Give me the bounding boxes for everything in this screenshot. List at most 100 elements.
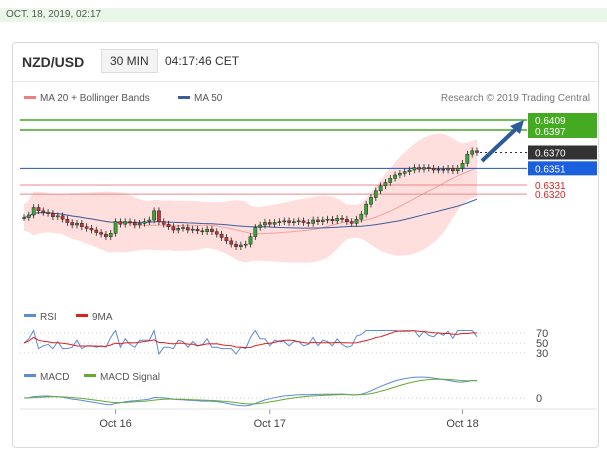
candle xyxy=(128,221,132,223)
candle xyxy=(84,226,89,229)
candle xyxy=(36,207,41,212)
candle xyxy=(142,221,147,224)
candle xyxy=(364,203,369,215)
candle xyxy=(417,167,422,170)
rsi-ma-label: 9MA xyxy=(92,312,113,323)
macd-label: MACD xyxy=(40,372,69,383)
legend-ma50-label: MA 50 xyxy=(194,93,223,104)
candle xyxy=(398,173,402,176)
candle xyxy=(475,150,479,153)
candle xyxy=(200,230,205,233)
candle xyxy=(104,233,108,237)
candle xyxy=(137,223,142,226)
candle xyxy=(470,150,475,155)
candle xyxy=(176,228,181,231)
candle xyxy=(152,210,156,221)
candle xyxy=(51,213,55,217)
candle xyxy=(316,219,320,222)
level-label: 0.6320 xyxy=(535,190,566,201)
candle xyxy=(46,212,50,214)
candle xyxy=(436,168,441,171)
candle xyxy=(446,168,450,171)
level-label: 0.6351 xyxy=(535,164,566,175)
chart-time: 04:17:46 CET xyxy=(165,54,240,68)
level-label: 0.6409 xyxy=(535,116,566,127)
candle xyxy=(282,220,287,223)
macd-signal-line xyxy=(23,378,478,405)
level-tag-0.6409 xyxy=(528,113,597,127)
candle xyxy=(330,218,335,222)
candle xyxy=(383,182,388,187)
candle xyxy=(55,215,60,218)
candle xyxy=(210,228,214,232)
candle xyxy=(31,207,36,216)
candle xyxy=(388,178,393,183)
candle xyxy=(224,237,229,242)
forecast-arrow-head xyxy=(510,120,524,134)
candle xyxy=(451,168,455,172)
candle xyxy=(186,227,190,231)
rsi-ma-line xyxy=(23,330,477,349)
level-label: 0.6370 xyxy=(535,149,566,160)
candle xyxy=(99,232,103,235)
currency-pair: NZD/USD xyxy=(22,54,85,70)
level-tag-0.6397 xyxy=(528,124,597,138)
candle xyxy=(393,174,397,179)
candle xyxy=(171,226,176,231)
candle xyxy=(41,210,46,213)
candle xyxy=(272,222,277,225)
candle xyxy=(195,228,200,232)
candle xyxy=(190,228,195,231)
candle xyxy=(214,231,219,235)
candle xyxy=(407,169,412,172)
candle xyxy=(287,220,291,223)
timestamp-bar: OCT. 18, 2019, 02:17 xyxy=(0,8,607,22)
candle xyxy=(296,220,301,223)
candle xyxy=(157,210,161,222)
candle xyxy=(354,218,359,224)
candle xyxy=(113,221,118,234)
candle xyxy=(402,171,407,174)
chart-header: NZD/USD 30 MIN 04:17:46 CET xyxy=(13,43,598,82)
timeframe-button[interactable]: 30 MIN xyxy=(101,49,158,73)
candle xyxy=(426,167,431,169)
legend-ma50-swatch xyxy=(178,96,190,99)
candle xyxy=(205,228,209,232)
macd-swatch xyxy=(24,374,36,377)
legend-ma20-swatch xyxy=(24,96,36,99)
x-tick-label: Oct 18 xyxy=(446,418,478,430)
candle xyxy=(441,168,446,171)
legend-ma20-label: MA 20 + Bollinger Bands xyxy=(40,93,150,104)
level-tag-0.6370 xyxy=(528,145,597,160)
candle xyxy=(267,222,272,225)
candle xyxy=(26,214,31,218)
level-tag-0.6351 xyxy=(528,161,597,176)
candle xyxy=(161,221,166,225)
candle xyxy=(118,221,123,225)
candle xyxy=(460,163,465,169)
candle xyxy=(455,168,460,172)
candle xyxy=(301,220,306,223)
candle xyxy=(422,167,426,170)
candle xyxy=(345,218,349,222)
candle xyxy=(108,233,113,237)
rsi-tick-label: 50 xyxy=(536,338,548,350)
candle xyxy=(75,223,79,226)
candle xyxy=(132,222,137,226)
candle xyxy=(79,223,84,227)
rsi-label: RSI xyxy=(40,312,57,323)
rsi-tick-label: 70 xyxy=(536,328,548,340)
macd-line xyxy=(23,376,478,407)
candle xyxy=(335,218,340,222)
candle xyxy=(248,236,253,245)
candle xyxy=(412,167,417,171)
candle xyxy=(166,223,171,227)
candle xyxy=(311,219,315,224)
level-label: 0.6331 xyxy=(535,181,566,192)
candle xyxy=(123,221,128,225)
candle xyxy=(22,217,26,219)
candle xyxy=(340,218,344,220)
candle xyxy=(258,224,262,228)
candle xyxy=(89,228,94,231)
